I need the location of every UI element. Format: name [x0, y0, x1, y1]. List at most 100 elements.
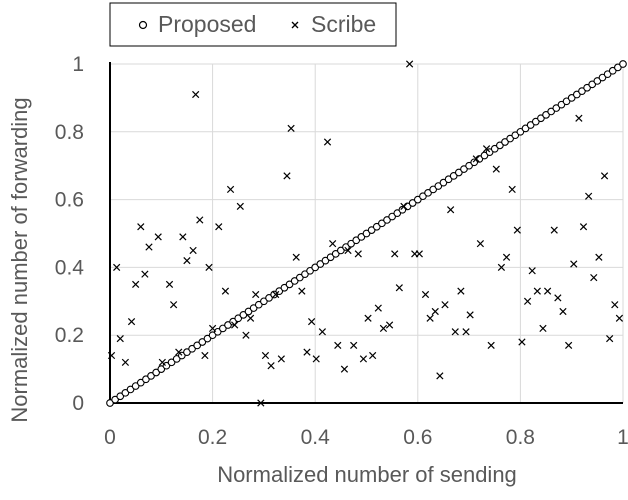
scribe-point [107, 351, 116, 360]
scribe-point [476, 240, 485, 248]
scribe-point [283, 172, 291, 180]
x-tick-label: 0.2 [198, 426, 227, 449]
proposed-point [557, 100, 566, 109]
proposed-point [511, 131, 520, 140]
scribe-point [137, 223, 145, 231]
proposed-point [424, 188, 432, 197]
proposed-point [516, 127, 525, 136]
proposed-point [198, 338, 207, 346]
scribe-point [550, 226, 558, 234]
proposed-point [526, 121, 535, 129]
proposed-point [224, 321, 232, 329]
y-tick-label: 0.2 [55, 324, 84, 347]
proposed-point [537, 114, 545, 123]
proposed-point [454, 168, 463, 177]
proposed-point [506, 134, 514, 143]
scribe-point [595, 253, 603, 261]
scribe-point [492, 165, 500, 173]
proposed-point [147, 372, 155, 380]
series-scribe [107, 60, 624, 407]
proposed-point [393, 209, 402, 218]
proposed-point [372, 222, 381, 231]
proposed-point [383, 216, 391, 224]
grid [110, 63, 624, 403]
scribe-point [179, 233, 187, 241]
proposed-point [598, 73, 607, 82]
proposed-point [254, 300, 263, 309]
proposed-point [501, 138, 509, 146]
proposed-point [295, 273, 304, 282]
proposed-point [142, 375, 150, 384]
proposed-point [378, 219, 386, 228]
scribe-point [196, 216, 204, 224]
scribe-point [543, 287, 552, 295]
proposed-point [398, 205, 407, 214]
scribe-point [421, 290, 430, 299]
scribe-point [267, 362, 275, 370]
scribe-point [242, 331, 250, 339]
proposed-point [413, 195, 422, 204]
scribe-point [121, 358, 130, 366]
scribe-point [189, 246, 197, 255]
proposed-point [419, 192, 427, 201]
legend-proposed-marker [138, 20, 148, 30]
y-tick-label: 0.8 [55, 121, 84, 144]
proposed-point [116, 392, 125, 401]
scribe-point [272, 290, 280, 299]
scribe-point [318, 328, 327, 336]
proposed-point [439, 178, 448, 187]
scribe-point [590, 273, 598, 282]
scribe-point [447, 206, 455, 214]
scribe-point [482, 145, 491, 153]
proposed-point [167, 358, 176, 367]
scribe-point [127, 318, 136, 326]
scribe-point [539, 324, 547, 333]
scribe-point [292, 253, 300, 261]
proposed-point [429, 185, 438, 194]
scribe-point [236, 202, 244, 211]
scribe-point [334, 341, 342, 349]
proposed-point [157, 365, 166, 373]
scribe-point [323, 138, 332, 146]
proposed-point [265, 294, 273, 302]
proposed-point [347, 239, 355, 248]
scribe-point [277, 355, 285, 363]
proposed-point [260, 297, 268, 306]
proposed-point [136, 378, 145, 387]
scribe-point [354, 250, 362, 258]
proposed-point [337, 246, 345, 255]
proposed-point [362, 229, 371, 238]
proposed-point [588, 80, 597, 89]
proposed-point [326, 253, 335, 262]
tick-labels: 0 0.2 0.4 0.6 0.8 1 0 0.2 0.4 0.6 0.8 1 [55, 53, 628, 449]
proposed-point [578, 87, 586, 95]
scribe-point [457, 287, 465, 295]
scribe-point [252, 290, 260, 299]
scribe-point [395, 284, 403, 292]
proposed-point [121, 388, 130, 397]
proposed-point [285, 280, 294, 289]
scribe-point [415, 250, 423, 258]
proposed-point [593, 77, 602, 85]
scribe-point [201, 351, 209, 360]
proposed-point [542, 110, 550, 119]
x-axis-title: Normalized number of sending [217, 462, 517, 487]
proposed-point [531, 117, 540, 126]
scribe-point [175, 348, 183, 356]
scribe-point [183, 256, 191, 265]
proposed-point [249, 304, 258, 312]
scribe-point [344, 246, 352, 255]
proposed-point [331, 249, 340, 258]
scribe-point [154, 233, 162, 241]
scribe-point [205, 263, 213, 272]
y-axis-title: Normalized number of forwarding [7, 97, 32, 422]
proposed-point [470, 158, 479, 167]
x-tick-label: 0.8 [506, 426, 535, 449]
scribe-point [307, 318, 316, 326]
scribe-point [141, 270, 149, 278]
scribe-point [364, 314, 372, 322]
scribe-point [145, 243, 153, 251]
scribe-point [113, 263, 121, 272]
